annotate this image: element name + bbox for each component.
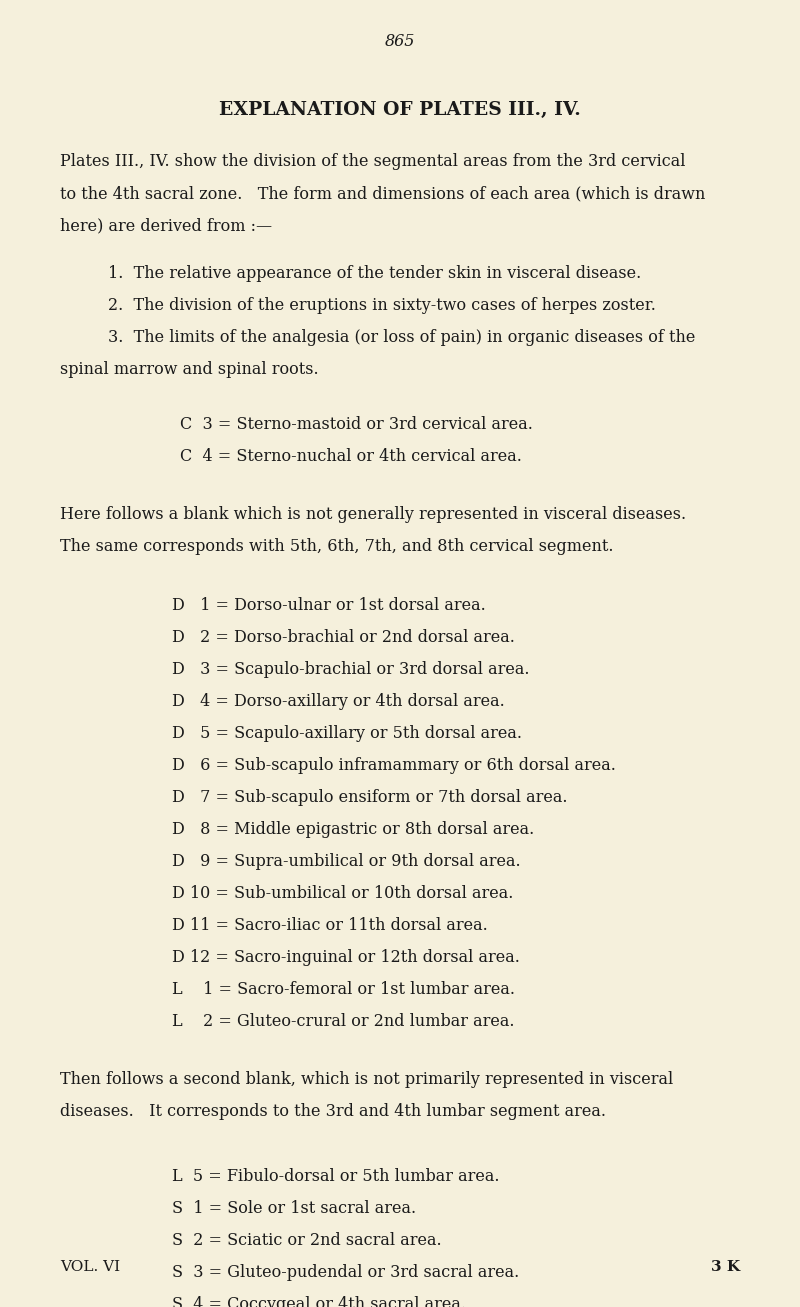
- Text: 3 K: 3 K: [711, 1260, 740, 1274]
- Text: D   1 = Dorso-ulnar or 1st dorsal area.: D 1 = Dorso-ulnar or 1st dorsal area.: [172, 596, 486, 614]
- Text: S  4 = Coccygeal or 4th sacral area.: S 4 = Coccygeal or 4th sacral area.: [172, 1295, 466, 1307]
- Text: spinal marrow and spinal roots.: spinal marrow and spinal roots.: [60, 361, 318, 378]
- Text: D   6 = Sub-scapulo inframammary or 6th dorsal area.: D 6 = Sub-scapulo inframammary or 6th do…: [172, 757, 616, 774]
- Text: Plates III., IV. show the division of the segmental areas from the 3rd cervical: Plates III., IV. show the division of th…: [60, 153, 686, 170]
- Text: D   5 = Scapulo-axillary or 5th dorsal area.: D 5 = Scapulo-axillary or 5th dorsal are…: [172, 724, 522, 742]
- Text: D 10 = Sub-umbilical or 10th dorsal area.: D 10 = Sub-umbilical or 10th dorsal area…: [172, 885, 514, 902]
- Text: D   4 = Dorso-axillary or 4th dorsal area.: D 4 = Dorso-axillary or 4th dorsal area.: [172, 693, 505, 710]
- Text: The same corresponds with 5th, 6th, 7th, and 8th cervical segment.: The same corresponds with 5th, 6th, 7th,…: [60, 538, 614, 555]
- Text: Then follows a second blank, which is not primarily represented in visceral: Then follows a second blank, which is no…: [60, 1070, 674, 1089]
- Text: Here follows a blank which is not generally represented in visceral diseases.: Here follows a blank which is not genera…: [60, 506, 686, 524]
- Text: D   8 = Middle epigastric or 8th dorsal area.: D 8 = Middle epigastric or 8th dorsal ar…: [172, 821, 534, 838]
- Text: 2.  The division of the eruptions in sixty-two cases of herpes zoster.: 2. The division of the eruptions in sixt…: [108, 297, 656, 314]
- Text: D   7 = Sub-scapulo ensiform or 7th dorsal area.: D 7 = Sub-scapulo ensiform or 7th dorsal…: [172, 788, 567, 806]
- Text: C  4 = Sterno-nuchal or 4th cervical area.: C 4 = Sterno-nuchal or 4th cervical area…: [180, 448, 522, 465]
- Text: EXPLANATION OF PLATES III., IV.: EXPLANATION OF PLATES III., IV.: [219, 101, 581, 119]
- Text: D   9 = Supra-umbilical or 9th dorsal area.: D 9 = Supra-umbilical or 9th dorsal area…: [172, 852, 521, 870]
- Text: C  3 = Sterno-mastoid or 3rd cervical area.: C 3 = Sterno-mastoid or 3rd cervical are…: [180, 416, 533, 434]
- Text: 865: 865: [385, 33, 415, 50]
- Text: S  3 = Gluteo-pudendal or 3rd sacral area.: S 3 = Gluteo-pudendal or 3rd sacral area…: [172, 1264, 519, 1281]
- Text: L    1 = Sacro-femoral or 1st lumbar area.: L 1 = Sacro-femoral or 1st lumbar area.: [172, 980, 515, 999]
- Text: VOL. VI: VOL. VI: [60, 1260, 120, 1274]
- Text: 1.  The relative appearance of the tender skin in visceral disease.: 1. The relative appearance of the tender…: [108, 264, 642, 282]
- Text: D   2 = Dorso-brachial or 2nd dorsal area.: D 2 = Dorso-brachial or 2nd dorsal area.: [172, 629, 515, 646]
- Text: D   3 = Scapulo-brachial or 3rd dorsal area.: D 3 = Scapulo-brachial or 3rd dorsal are…: [172, 660, 530, 678]
- Text: S  1 = Sole or 1st sacral area.: S 1 = Sole or 1st sacral area.: [172, 1200, 416, 1217]
- Text: 3.  The limits of the analgesia (or loss of pain) in organic diseases of the: 3. The limits of the analgesia (or loss …: [108, 328, 695, 346]
- Text: L    2 = Gluteo-crural or 2nd lumbar area.: L 2 = Gluteo-crural or 2nd lumbar area.: [172, 1013, 514, 1030]
- Text: diseases.   It corresponds to the 3rd and 4th lumbar segment area.: diseases. It corresponds to the 3rd and …: [60, 1103, 606, 1120]
- Text: S  2 = Sciatic or 2nd sacral area.: S 2 = Sciatic or 2nd sacral area.: [172, 1231, 442, 1249]
- Text: D 11 = Sacro-iliac or 11th dorsal area.: D 11 = Sacro-iliac or 11th dorsal area.: [172, 918, 488, 935]
- Text: D 12 = Sacro-inguinal or 12th dorsal area.: D 12 = Sacro-inguinal or 12th dorsal are…: [172, 949, 520, 966]
- Text: here) are derived from :—: here) are derived from :—: [60, 217, 272, 234]
- Text: L  5 = Fibulo-dorsal or 5th lumbar area.: L 5 = Fibulo-dorsal or 5th lumbar area.: [172, 1168, 499, 1185]
- Text: to the 4th sacral zone.   The form and dimensions of each area (which is drawn: to the 4th sacral zone. The form and dim…: [60, 186, 706, 203]
